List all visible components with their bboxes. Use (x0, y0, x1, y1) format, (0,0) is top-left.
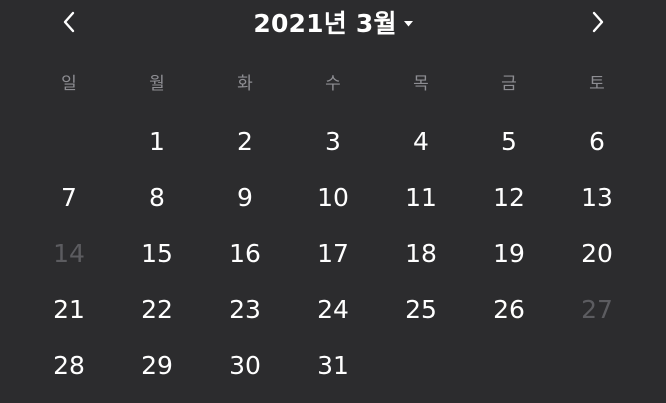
day-cell-12[interactable]: 12 (493, 182, 525, 212)
day-cell-2[interactable]: 2 (237, 126, 253, 156)
calendar-day-grid: 1 2 3 4 5 6 7 8 9 10 11 12 13 14 15 16 17 18 19 20 21 22 23 24 2… (25, 113, 641, 394)
day-cell-18[interactable]: 18 (405, 238, 437, 268)
month-title: 2021년 3월 (253, 9, 397, 38)
day-cell-10[interactable]: 10 (317, 182, 349, 212)
day-cell-7[interactable]: 7 (61, 182, 77, 212)
day-cell-1[interactable]: 1 (149, 126, 165, 156)
day-cell-11[interactable]: 11 (405, 182, 437, 212)
day-cell-20[interactable]: 20 (581, 238, 613, 268)
day-cell-30[interactable]: 30 (229, 351, 261, 381)
day-cell-21[interactable]: 21 (53, 295, 85, 325)
day-cell-28[interactable]: 28 (53, 351, 85, 381)
day-cell-27: 27 (581, 295, 613, 325)
day-cell-31[interactable]: 31 (317, 351, 349, 381)
day-cell-13[interactable]: 13 (581, 182, 613, 212)
day-cell-25[interactable]: 25 (405, 295, 437, 325)
caret-down-icon (403, 20, 413, 26)
calendar-header: 2021년 3월 (0, 0, 666, 44)
weekday-label-tue: 화 (237, 74, 253, 94)
day-cell-29[interactable]: 29 (141, 351, 173, 381)
day-cell-26[interactable]: 26 (493, 295, 525, 325)
day-cell-14: 14 (53, 238, 85, 268)
day-cell-16[interactable]: 16 (229, 238, 261, 268)
day-cell-9[interactable]: 9 (237, 182, 253, 212)
day-cell-3[interactable]: 3 (325, 126, 341, 156)
weekday-label-wed: 수 (325, 74, 341, 94)
day-cell-23[interactable]: 23 (229, 295, 261, 325)
day-cell-17[interactable]: 17 (317, 238, 349, 268)
day-cell-5[interactable]: 5 (501, 126, 517, 156)
next-month-button[interactable] (580, 4, 616, 40)
day-cell-22[interactable]: 22 (141, 295, 173, 325)
month-picker-button[interactable]: 2021년 3월 (0, 4, 666, 40)
day-cell-4[interactable]: 4 (413, 126, 429, 156)
day-cell-19[interactable]: 19 (493, 238, 525, 268)
day-cell-6[interactable]: 6 (589, 126, 605, 156)
empty-day-cell (25, 113, 113, 169)
chevron-right-icon (592, 11, 604, 33)
weekday-label-sun: 일 (61, 74, 77, 94)
day-cell-15[interactable]: 15 (141, 238, 173, 268)
weekday-label-fri: 금 (501, 74, 517, 94)
weekday-header-row: 일 월 화 수 목 금 토 (25, 70, 641, 98)
weekday-label-mon: 월 (149, 74, 165, 94)
day-cell-24[interactable]: 24 (317, 295, 349, 325)
chevron-left-icon (63, 11, 75, 33)
day-cell-8[interactable]: 8 (149, 182, 165, 212)
weekday-label-sat: 토 (589, 74, 605, 94)
weekday-label-thu: 목 (413, 74, 429, 94)
previous-month-button[interactable] (51, 4, 87, 40)
